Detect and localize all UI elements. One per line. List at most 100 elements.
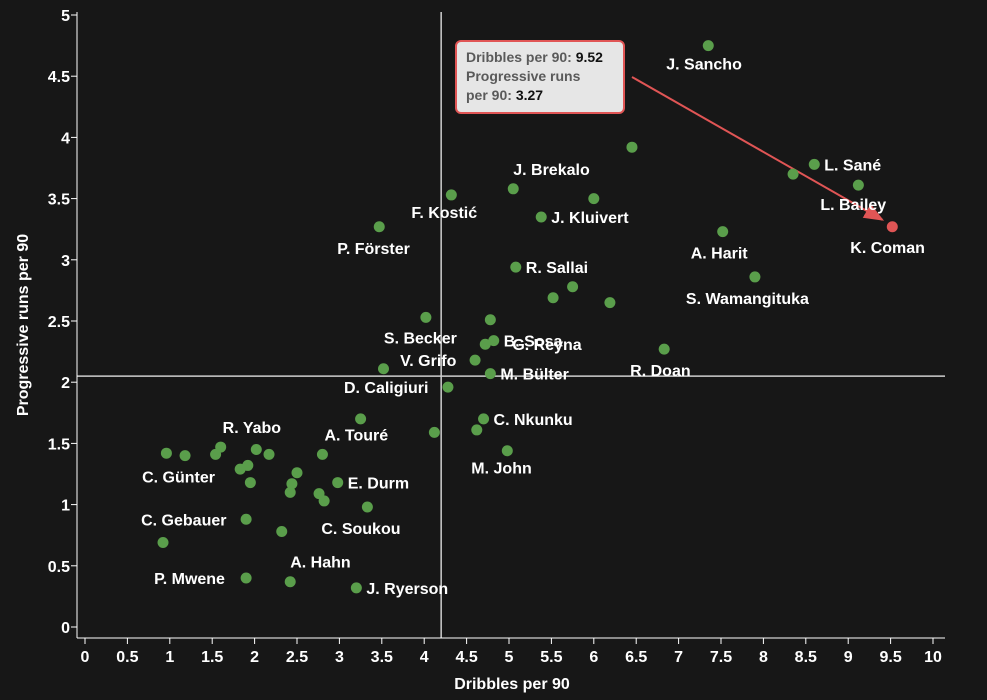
tooltip-pointer-line	[631, 76, 885, 221]
data-point[interactable]	[240, 572, 252, 584]
data-point[interactable]	[263, 448, 275, 460]
data-point[interactable]	[717, 226, 729, 238]
data-point[interactable]	[420, 311, 432, 323]
highlighted-data-point[interactable]	[886, 221, 898, 233]
data-point[interactable]	[702, 40, 714, 52]
x-tick-label: 1	[165, 649, 174, 666]
x-tick-label: 2	[250, 649, 259, 666]
data-point[interactable]	[276, 526, 288, 538]
data-point[interactable]	[157, 537, 169, 549]
y-tick-label: 2.5	[48, 314, 70, 331]
reference-lines	[77, 12, 945, 638]
point-label: S. Becker	[384, 330, 457, 347]
point-labels: J. Sancho L. Sané L. Bailey K. Coman J. Brek…	[141, 57, 925, 598]
point-label: A. Touré	[324, 427, 388, 444]
y-tick-label: 0	[61, 620, 70, 637]
x-tick-label: 6	[589, 649, 598, 666]
data-point[interactable]	[284, 576, 296, 588]
point-label: J. Kluivert	[551, 210, 629, 227]
data-point[interactable]	[604, 297, 616, 309]
data-point[interactable]	[471, 424, 483, 436]
x-tick-label: 9.5	[879, 649, 901, 666]
data-point[interactable]	[852, 179, 864, 191]
data-point[interactable]	[250, 444, 262, 456]
x-tick-label: 0	[81, 649, 90, 666]
data-point[interactable]	[588, 193, 600, 205]
axes: 0 0.5 1 1.5 2 2.5 3 3.5 4 4.5 5 5.5 6 6.5 7 7.5 8 8.5 9 9.5…	[48, 8, 945, 666]
data-point[interactable]	[484, 368, 496, 380]
y-tick-label: 4	[61, 130, 70, 147]
y-tick-label: 0.5	[48, 559, 70, 576]
data-point[interactable]	[240, 513, 252, 525]
data-point[interactable]	[501, 445, 513, 457]
data-point[interactable]	[160, 447, 172, 459]
data-points	[157, 40, 898, 594]
data-point[interactable]	[428, 426, 440, 438]
data-point[interactable]	[318, 495, 330, 507]
point-label: L. Sané	[824, 157, 881, 174]
point-label: D. Caligiuri	[344, 380, 428, 397]
data-point[interactable]	[658, 343, 670, 355]
data-point[interactable]	[510, 261, 522, 273]
tooltip-line-1: Dribbles per 90: 9.52	[466, 48, 614, 67]
tooltip-arrow	[631, 76, 885, 221]
point-label: P. Förster	[337, 241, 410, 258]
point-label: C. Gebauer	[141, 512, 226, 529]
data-point[interactable]	[316, 448, 328, 460]
point-label: R. Yabo	[223, 420, 282, 437]
data-point[interactable]	[179, 450, 191, 462]
y-tick-label: 3.5	[48, 192, 70, 209]
data-point[interactable]	[787, 168, 799, 180]
point-label: J. Ryerson	[366, 581, 448, 598]
data-point[interactable]	[469, 354, 481, 366]
point-label: M. Bülter	[500, 367, 568, 384]
point-label: P. Mwene	[154, 571, 225, 588]
data-point[interactable]	[567, 281, 579, 293]
x-tick-label: 7	[674, 649, 683, 666]
point-label: C. Soukou	[321, 521, 400, 538]
x-tick-label: 9	[844, 649, 853, 666]
data-point[interactable]	[479, 338, 491, 350]
data-point[interactable]	[361, 501, 373, 513]
data-point[interactable]	[210, 448, 222, 460]
x-tick-label: 3.5	[371, 649, 393, 666]
data-point[interactable]	[484, 314, 496, 326]
data-point[interactable]	[488, 335, 500, 347]
x-tick-label: 4.5	[455, 649, 477, 666]
data-point[interactable]	[478, 413, 490, 425]
data-point[interactable]	[234, 463, 246, 475]
x-tick-label: 6.5	[625, 649, 647, 666]
data-point[interactable]	[808, 158, 820, 170]
x-tick-label: 1.5	[201, 649, 223, 666]
y-tick-label: 1	[61, 498, 70, 515]
data-point[interactable]	[442, 381, 454, 393]
point-label: J. Brekalo	[513, 162, 590, 179]
data-point[interactable]	[332, 477, 344, 489]
point-label: E. Durm	[348, 476, 409, 493]
data-point[interactable]	[355, 413, 367, 425]
data-point[interactable]	[284, 486, 296, 498]
tooltip-x-value: 9.52	[575, 49, 603, 65]
data-point[interactable]	[507, 183, 519, 195]
data-point[interactable]	[749, 271, 761, 283]
point-label: A. Harit	[691, 246, 749, 263]
point-label: C. Günter	[142, 470, 215, 487]
tooltip-y-label: per 90:	[466, 87, 512, 103]
data-point[interactable]	[350, 582, 362, 594]
data-point[interactable]	[547, 292, 559, 304]
data-point[interactable]	[377, 363, 389, 375]
point-label: A. Hahn	[290, 555, 350, 572]
point-label: R. Doan	[630, 363, 690, 380]
data-point[interactable]	[535, 211, 547, 223]
data-point[interactable]	[244, 477, 256, 489]
data-point[interactable]	[626, 141, 638, 153]
data-point[interactable]	[286, 478, 298, 490]
point-label: M. John	[471, 461, 531, 478]
y-tick-label: 2	[61, 375, 70, 392]
data-point[interactable]	[291, 467, 303, 479]
data-point[interactable]	[445, 189, 457, 201]
x-tick-label: 8	[759, 649, 768, 666]
data-point[interactable]	[373, 221, 385, 233]
y-tick-label: 1.5	[48, 436, 70, 453]
